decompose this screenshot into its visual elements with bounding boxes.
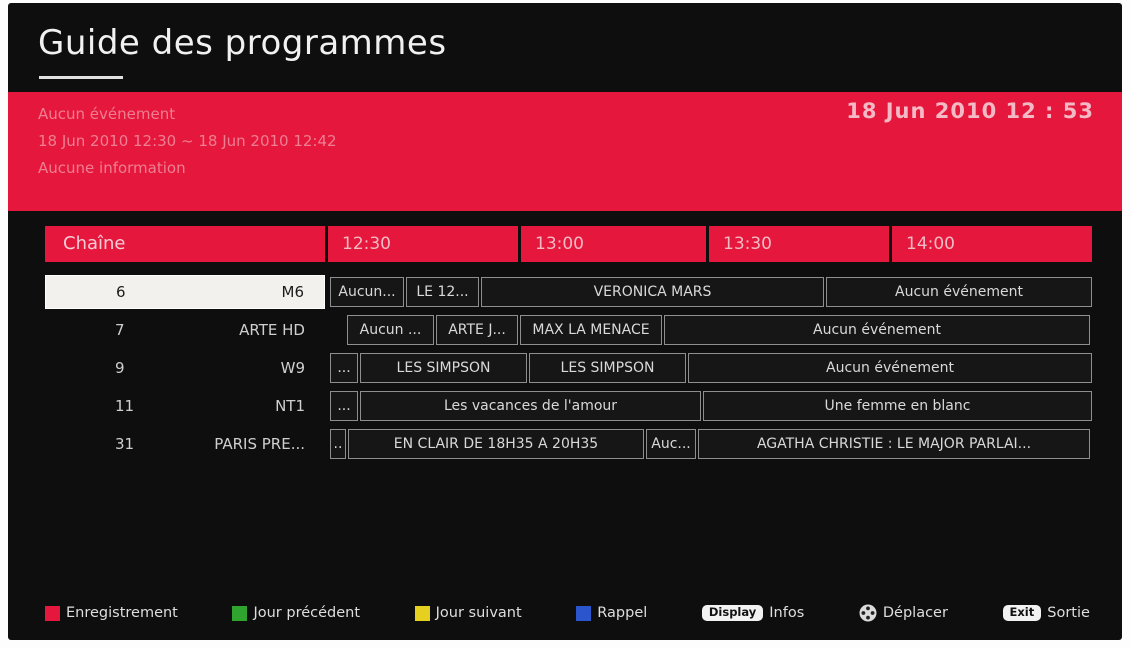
epg-row: 7 ARTE HD Aucun ... ARTE J... MAX LA MENACE A… xyxy=(45,313,1098,347)
program-strip: .. EN CLAIR DE 18H35 A 20H35 Auc... AGATHA … xyxy=(330,427,1090,461)
program-cell[interactable]: ... xyxy=(330,391,358,421)
channel-name: ARTE HD xyxy=(239,321,305,339)
program-cell[interactable]: Aucun ... xyxy=(347,315,434,345)
legend-label: Jour précédent xyxy=(253,605,361,621)
exit-key-icon: Exit xyxy=(1002,605,1042,621)
column-header-time: 13:00 xyxy=(521,226,706,262)
program-cell[interactable]: Une femme en blanc xyxy=(703,391,1092,421)
program-cell[interactable]: .. xyxy=(330,429,346,459)
legend-label: Jour suivant xyxy=(435,605,522,621)
channel-number: 9 xyxy=(115,359,125,377)
dpad-key-icon xyxy=(859,604,877,622)
remote-key-legend: Enregistrement Jour précédent Jour suivant… xyxy=(45,598,1090,628)
channel-number: 31 xyxy=(115,435,135,453)
program-cell[interactable]: MAX LA MENACE xyxy=(520,315,662,345)
info-banner: Aucun événement 18 Jun 2010 12:30 ~ 18 J… xyxy=(8,92,1122,211)
channel-cell[interactable]: 6 M6 xyxy=(45,275,325,309)
program-cell[interactable]: Aucun... xyxy=(330,277,404,307)
column-header-time: 13:30 xyxy=(709,226,889,262)
epg-row: 6 M6 Aucun... LE 12... VERONICA MARS Aucun év… xyxy=(45,275,1098,309)
event-title: Aucun événement xyxy=(38,105,176,123)
channel-cell[interactable]: 31 PARIS PRE... xyxy=(45,427,325,461)
column-header-time: 12:30 xyxy=(328,226,518,262)
program-cell[interactable]: VERONICA MARS xyxy=(481,277,824,307)
program-cell[interactable]: LES SIMPSON xyxy=(360,353,527,383)
channel-number: 7 xyxy=(115,321,125,339)
legend-label: Déplacer xyxy=(882,605,948,621)
epg-row: 9 W9... LES SIMPSON LES SIMPSON Aucun événem… xyxy=(45,351,1098,385)
red-key-icon xyxy=(45,605,60,621)
legend-item-enregistrement: Enregistrement xyxy=(45,605,178,621)
yellow-key-icon xyxy=(414,605,430,621)
legend-label: Rappel xyxy=(597,605,648,621)
program-cell[interactable]: Auc... xyxy=(646,429,696,459)
legend-item-jour-pr-c-dent: Jour précédent xyxy=(232,605,360,621)
channel-name: NT1 xyxy=(275,397,305,415)
program-cell[interactable]: LE 12... xyxy=(406,277,479,307)
event-info: Aucune information xyxy=(38,159,186,177)
program-cell[interactable]: EN CLAIR DE 18H35 A 20H35 xyxy=(348,429,644,459)
legend-item-rappel: Rappel xyxy=(576,605,647,621)
channel-number: 11 xyxy=(115,397,135,415)
epg-header-row: Chaîne 12:30 13:00 13:30 14:00 xyxy=(45,226,1092,262)
display-key-icon: Display xyxy=(701,605,764,621)
channel-cell[interactable]: 11 NT1 xyxy=(45,389,325,423)
legend-item-infos: Display Infos xyxy=(701,605,805,621)
page-title: Guide des programmes xyxy=(38,23,447,63)
legend-label: Sortie xyxy=(1047,605,1090,621)
program-strip: Aucun... LE 12... VERONICA MARS Aucun événe… xyxy=(330,275,1092,309)
event-time-range: 18 Jun 2010 12:30 ~ 18 Jun 2010 12:42 xyxy=(38,132,337,150)
title-underline xyxy=(39,76,123,79)
clock: 18 Jun 2010 12 : 53 xyxy=(846,99,1094,123)
green-key-icon xyxy=(232,605,248,621)
legend-label: Enregistrement xyxy=(66,605,178,621)
tv-screen: Guide des programmes Aucun événement 18 … xyxy=(8,3,1122,640)
channel-name: PARIS PRE... xyxy=(214,435,305,453)
column-header-time: 14:00 xyxy=(892,226,1092,262)
program-cell[interactable]: Les vacances de l'amour xyxy=(360,391,701,421)
legend-item-sortie: Exit Sortie xyxy=(1002,605,1090,621)
epg-grid: 6 M6 Aucun... LE 12... VERONICA MARS Aucun év… xyxy=(45,275,1098,465)
epg-row: 31 PARIS PRE..... EN CLAIR DE 18H35 A 20H3… xyxy=(45,427,1098,461)
program-strip: Aucun ... ARTE J... MAX LA MENACE Aucun évé… xyxy=(347,313,1090,347)
channel-number: 6 xyxy=(116,283,126,301)
program-cell[interactable]: AGATHA CHRISTIE : LE MAJOR PARLAI... xyxy=(698,429,1090,459)
blue-key-icon xyxy=(576,605,592,621)
channel-cell[interactable]: 7 ARTE HD xyxy=(45,313,325,347)
program-cell[interactable]: Aucun événement xyxy=(664,315,1090,345)
program-cell[interactable]: ARTE J... xyxy=(436,315,518,345)
column-header-channel: Chaîne xyxy=(45,226,325,262)
epg-row: 11 NT1... Les vacances de l'amour Une femme… xyxy=(45,389,1098,423)
program-cell[interactable]: Aucun événement xyxy=(688,353,1092,383)
program-strip: ... Les vacances de l'amour Une femme en b… xyxy=(330,389,1092,423)
program-cell[interactable]: ... xyxy=(330,353,358,383)
legend-label: Infos xyxy=(769,605,805,621)
event-summary: Aucun événement 18 Jun 2010 12:30 ~ 18 J… xyxy=(38,101,337,182)
program-strip: ... LES SIMPSON LES SIMPSON Aucun événement xyxy=(330,351,1092,385)
legend-item-d-placer: Déplacer xyxy=(859,604,948,622)
program-cell[interactable]: LES SIMPSON xyxy=(529,353,686,383)
program-cell[interactable]: Aucun événement xyxy=(826,277,1092,307)
channel-cell[interactable]: 9 W9 xyxy=(45,351,325,385)
channel-name: W9 xyxy=(280,359,305,377)
channel-name: M6 xyxy=(281,283,305,301)
legend-item-jour-suivant: Jour suivant xyxy=(414,605,522,621)
